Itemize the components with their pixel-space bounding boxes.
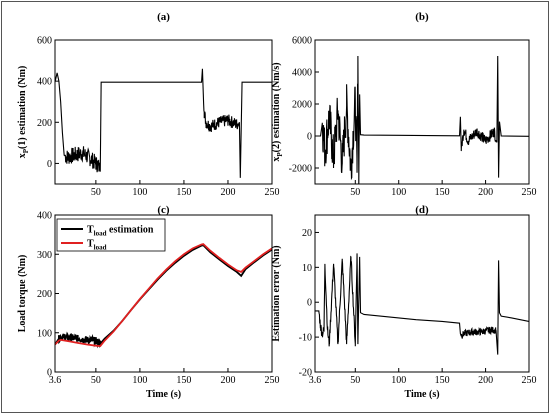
x-tick-label: 50 <box>91 187 101 198</box>
y-axis-label: Estimation error (Nm) <box>271 245 282 341</box>
x-tick-label: 150 <box>435 187 450 198</box>
y-tick-label: -20 <box>299 368 312 379</box>
y-tick-label: 100 <box>37 328 52 339</box>
x-tick-label: 50 <box>91 375 101 386</box>
x-tick-label: 250 <box>265 187 280 198</box>
y-axis-label: xP(2) estimation (Nm/s) <box>271 62 284 161</box>
y-tick-label: 400 <box>37 211 52 222</box>
y-tick-label: 2000 <box>292 100 312 111</box>
y-tick-label: 20 <box>302 228 312 239</box>
panel-label: (c) <box>157 204 170 216</box>
x-tick-label: 250 <box>522 187 537 198</box>
panel-3: 3.6 50 100 150 200 250 0 100 200 300 400 (c) Time (s… <box>17 204 280 400</box>
panel-label: (a) <box>157 11 170 23</box>
legend-box <box>56 218 166 252</box>
y-tick-label: 0 <box>47 159 52 170</box>
x-tick-label: 100 <box>132 375 147 386</box>
panel-label: (b) <box>415 11 429 23</box>
x-tick-label: 150 <box>176 187 191 198</box>
x-tick-label: 150 <box>435 375 450 386</box>
series-line-1 <box>315 253 529 355</box>
y-tick-label: 4000 <box>292 68 312 79</box>
x-tick-label: 50 <box>350 187 360 198</box>
legend-entry: Tload <box>87 239 107 252</box>
y-tick-label: 300 <box>37 250 52 261</box>
y-tick-label: -10 <box>299 333 312 344</box>
x-tick-label: 200 <box>220 187 235 198</box>
series-line-2 <box>55 243 272 348</box>
series-line-1 <box>315 55 529 184</box>
y-tick-label: 200 <box>37 289 52 300</box>
y-tick-label: 6000 <box>292 36 312 47</box>
panel-4: 3.6 50 100 150 200 250 -20 -10 0 10 20 (d) Time (s) E… <box>271 204 537 400</box>
x-tick-label: 250 <box>265 375 280 386</box>
y-tick-label: -2000 <box>289 164 312 175</box>
y-tick-label: 0 <box>47 368 52 379</box>
plot-frame <box>54 39 273 185</box>
x-tick-label: 250 <box>522 375 537 386</box>
y-tick-label: 10 <box>302 263 312 274</box>
y-tick-label: 400 <box>37 77 52 88</box>
x-tick-label: 100 <box>391 375 406 386</box>
x-tick-label: 150 <box>176 375 191 386</box>
x-axis-label: Time (s) <box>146 389 181 400</box>
legend-entry: Tload estimation <box>87 225 154 238</box>
y-tick-label: 0 <box>307 298 312 309</box>
x-tick-label: 200 <box>478 375 493 386</box>
x-tick-label: 50 <box>350 375 360 386</box>
panel-label: (d) <box>415 204 429 216</box>
x-tick-label: 100 <box>391 187 406 198</box>
y-tick-label: 0 <box>307 132 312 143</box>
y-axis-label: xP(1) estimation (Nm) <box>17 66 30 159</box>
x-tick-label: 100 <box>132 187 147 198</box>
plot-frame <box>314 39 530 185</box>
x-tick-label: 200 <box>478 187 493 198</box>
panel-1: 50 100 150 200 250 0 200 400 600 (a) xP(1) estimat… <box>17 11 280 198</box>
x-axis-label: Time (s) <box>404 389 439 400</box>
series-line-1 <box>55 244 272 349</box>
x-tick-label: 3.6 <box>309 375 322 386</box>
plot-frame <box>314 214 530 373</box>
series-line-1 <box>55 68 272 178</box>
y-axis-label: Load torque (Nm) <box>17 255 28 333</box>
x-tick-label: 3.6 <box>49 375 62 386</box>
x-tick-label: 200 <box>220 375 235 386</box>
y-tick-label: 200 <box>37 118 52 129</box>
y-tick-label: 600 <box>37 36 52 47</box>
panel-2: 50 100 150 200 250 -2000 0 2000 4000 6000 (b) xP(2)… <box>271 11 537 198</box>
